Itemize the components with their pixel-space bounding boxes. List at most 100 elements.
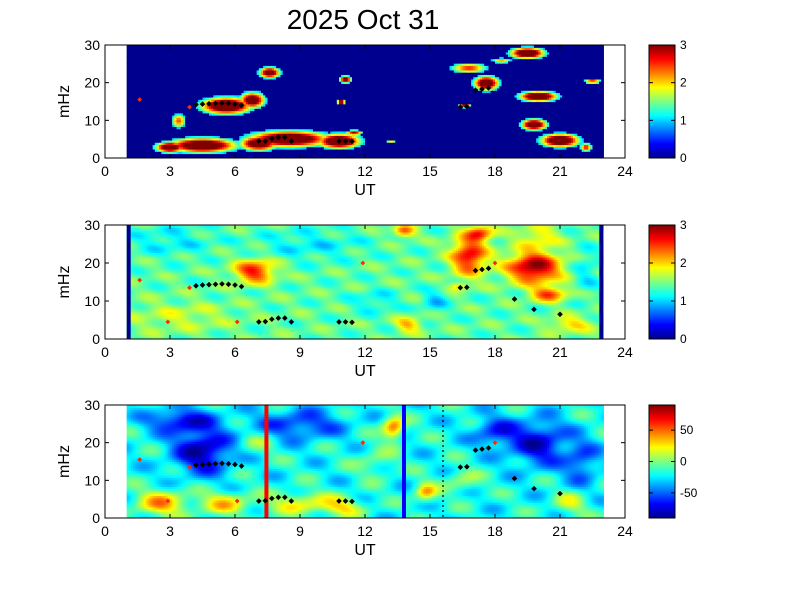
colorbar-tick-label: -50 [680, 486, 698, 500]
marker-black [282, 134, 288, 141]
marker-black [288, 498, 295, 504]
x-tick-label: 18 [487, 163, 503, 179]
y-tick-label: 20 [84, 255, 100, 271]
marker-black [485, 85, 492, 91]
y-tick-label: 30 [84, 397, 100, 413]
marker-black [232, 282, 238, 288]
marker-black [275, 315, 282, 321]
x-tick-label: 18 [487, 523, 503, 539]
marker-black [256, 498, 262, 504]
colorbar [648, 404, 676, 519]
marker-black [464, 103, 470, 110]
marker-black [557, 311, 563, 318]
marker-red [492, 440, 498, 446]
marker-black [219, 460, 225, 467]
x-tick-label: 24 [617, 523, 633, 539]
marker-red [234, 319, 240, 325]
marker-red [360, 260, 366, 266]
marker-black [464, 284, 470, 291]
marker-black [193, 462, 199, 469]
colorbar-tick-label: 1 [680, 113, 687, 127]
y-tick-label: 20 [84, 435, 100, 451]
marker-black [531, 306, 537, 313]
marker-black [238, 102, 245, 109]
marker-black [464, 463, 470, 470]
x-tick-label: 0 [101, 163, 109, 179]
marker-black [288, 138, 295, 144]
colorbar-tick-label: 2 [680, 256, 687, 270]
y-axis-label: mHz [56, 266, 73, 299]
marker-black [472, 447, 479, 453]
marker-black [275, 134, 282, 141]
marker-black [256, 138, 262, 144]
y-tick-label: 10 [84, 293, 100, 309]
marker-black [485, 265, 492, 272]
marker-black [336, 319, 342, 325]
marker-black [485, 445, 492, 451]
colorbar-tick-label: 3 [680, 38, 687, 52]
marker-black [206, 461, 212, 467]
edge-bar [126, 225, 131, 339]
x-tick-label: 15 [422, 163, 438, 179]
colorbar [648, 44, 676, 159]
marker-red [187, 464, 192, 470]
x-tick-label: 9 [296, 523, 304, 539]
marker-black [531, 485, 537, 492]
x-tick-label: 6 [231, 523, 239, 539]
marker-black [479, 266, 485, 273]
marker-black [199, 282, 206, 288]
chart-title: 2025 Oct 31 [0, 0, 726, 40]
colorbar-tick-label: 50 [680, 423, 694, 437]
marker-red [360, 440, 366, 446]
marker-black [193, 283, 199, 289]
marker-black [199, 101, 206, 107]
marker-black [262, 138, 269, 144]
y-tick-label: 20 [84, 75, 100, 91]
markers [137, 440, 563, 505]
x-axis-label: UT [354, 542, 376, 559]
x-tick-label: 6 [231, 163, 239, 179]
colorbar-tick-label: 3 [680, 218, 687, 232]
marker-red [492, 260, 498, 266]
colorbar-tick-label: 0 [680, 455, 687, 469]
marker-black [193, 101, 199, 108]
marker-black [282, 315, 288, 321]
colorbar-tick-label: 0 [680, 332, 687, 346]
marker-black [511, 475, 518, 482]
marker-black [349, 138, 355, 145]
marker-black [342, 319, 349, 325]
y-tick-label: 10 [84, 112, 100, 128]
marker-black [232, 461, 238, 468]
marker-red [137, 97, 143, 103]
x-tick-label: 9 [296, 344, 304, 360]
marker-red [165, 319, 171, 325]
marker-black [212, 460, 219, 467]
marker-black [225, 281, 232, 288]
marker-red [187, 104, 192, 110]
marker-black [349, 498, 355, 505]
marker-black [342, 138, 349, 144]
marker-black [342, 498, 349, 504]
colorbar-tick-label: 1 [680, 294, 687, 308]
x-tick-label: 3 [166, 344, 174, 360]
colorbar-tick-label: 2 [680, 76, 687, 90]
y-axis-label: mHz [56, 85, 73, 118]
x-axis-label: UT [354, 363, 376, 380]
marker-black [232, 101, 238, 107]
marker-black [262, 318, 269, 325]
marker-black [472, 267, 479, 274]
marker-black [199, 461, 206, 468]
marker-black [225, 100, 232, 107]
x-tick-label: 15 [422, 523, 438, 539]
marker-black [212, 281, 219, 288]
marker-black [479, 446, 485, 452]
x-tick-label: 12 [357, 523, 373, 539]
x-tick-label: 12 [357, 163, 373, 179]
y-tick-label: 0 [92, 510, 100, 526]
marker-black [256, 319, 262, 325]
marker-red [234, 498, 240, 504]
marker-black [225, 460, 232, 467]
markers [137, 260, 563, 326]
